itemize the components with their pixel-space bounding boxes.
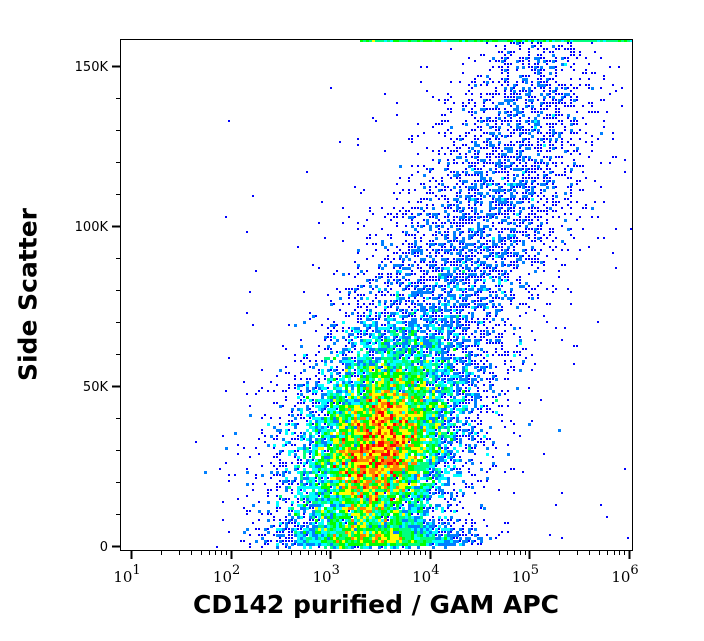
y-axis-label: Side Scatter — [13, 208, 43, 382]
y-tick-label: 50K — [83, 380, 109, 395]
plot-frame — [120, 39, 633, 551]
scatter-points — [195, 39, 633, 549]
x-tick-label: 103 — [313, 563, 340, 586]
x-tick-label: 105 — [512, 563, 539, 586]
x-axis-label: CD142 purified / GAM APC — [193, 590, 559, 619]
x-tick-label: 101 — [113, 563, 140, 586]
y-tick-label: 150K — [75, 60, 109, 75]
x-tick-label: 102 — [213, 563, 240, 586]
x-tick-label: 106 — [611, 563, 638, 586]
y-axis: 0 50K 100K 150K — [75, 60, 120, 555]
y-tick-label: 0 — [100, 540, 108, 555]
y-tick-label: 100K — [75, 220, 109, 235]
x-tick-label: 104 — [412, 563, 439, 586]
x-axis: 101 102 103 104 105 106 — [113, 550, 639, 586]
